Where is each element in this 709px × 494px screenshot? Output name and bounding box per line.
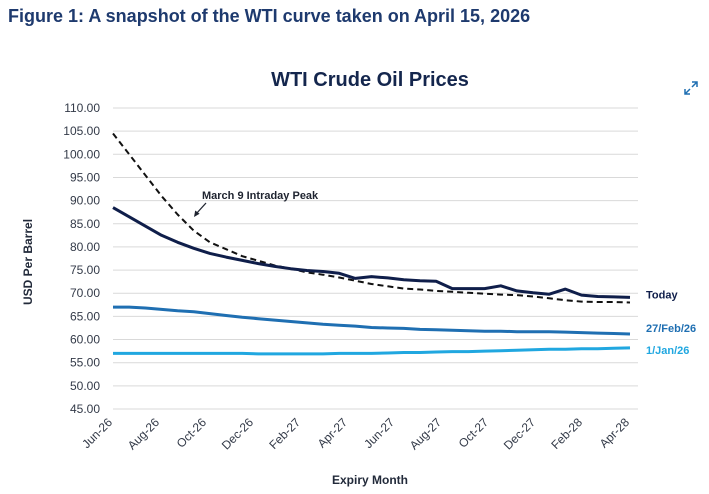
y-tick-label: 70.00 xyxy=(70,286,100,300)
peak-annotation: March 9 Intraday Peak xyxy=(194,190,319,217)
y-tick-label: 105.00 xyxy=(63,124,100,138)
y-tick-label: 95.00 xyxy=(70,170,100,184)
y-tick-label: 50.00 xyxy=(70,379,100,393)
y-tick-label: 110.00 xyxy=(64,101,100,115)
x-tick-label: Aug-27 xyxy=(407,415,444,452)
series-label: 1/Jan/26 xyxy=(646,345,689,357)
annotation-arrow-head xyxy=(194,210,200,217)
series-line-1 xyxy=(112,132,631,304)
x-axis-ticks: Jun-26 Aug-26 Oct-26 Dec-26 Feb-27 Apr-27 Jun-… xyxy=(79,415,632,452)
x-tick-label: Dec-27 xyxy=(501,415,538,452)
annotation-arrow-line xyxy=(195,202,207,215)
series-line-4 xyxy=(113,346,631,356)
series-line-2 xyxy=(112,206,631,299)
y-axis-label: USD Per Barrel xyxy=(21,219,35,305)
y-tick-label: 80.00 xyxy=(70,240,100,254)
series-label: 27/Feb/26 xyxy=(646,323,696,335)
x-tick-label: Dec-26 xyxy=(219,415,256,452)
x-tick-label: Feb-27 xyxy=(266,415,303,452)
y-tick-label: 90.00 xyxy=(70,194,100,208)
figure-title: Figure 1: A snapshot of the WTI curve ta… xyxy=(8,6,531,26)
x-tick-label: Oct-27 xyxy=(456,415,492,451)
series-label: Today xyxy=(646,289,678,301)
y-tick-label: 100.00 xyxy=(63,147,100,161)
series-labels: Today 27/Feb/26 1/Jan/26 xyxy=(646,289,696,356)
x-tick-label: Apr-28 xyxy=(597,415,633,451)
y-tick-label: 65.00 xyxy=(70,309,100,323)
y-tick-label: 60.00 xyxy=(70,333,100,347)
x-tick-label: Jun-26 xyxy=(79,415,115,451)
y-tick-label: 85.00 xyxy=(70,217,100,231)
grid-lines xyxy=(113,107,638,410)
x-tick-label: Apr-27 xyxy=(315,415,351,451)
series-lines xyxy=(112,132,631,356)
x-axis-label: Expiry Month xyxy=(332,473,408,487)
chart-title: WTI Crude Oil Prices xyxy=(271,69,469,91)
expand-arrows-icon[interactable] xyxy=(683,80,699,96)
y-tick-label: 75.00 xyxy=(70,263,100,277)
series-line-3 xyxy=(113,305,631,336)
x-tick-label: Aug-26 xyxy=(125,415,162,452)
annotation-text: March 9 Intraday Peak xyxy=(202,190,319,202)
y-tick-label: 55.00 xyxy=(70,356,100,370)
x-tick-label: Jun-27 xyxy=(361,415,397,451)
y-axis-ticks: 45.00 50.00 55.00 60.00 65.00 70.00 75.00 80.00… xyxy=(63,101,100,416)
x-tick-label: Feb-28 xyxy=(548,415,585,452)
x-tick-label: Oct-26 xyxy=(174,415,210,451)
y-tick-label: 45.00 xyxy=(70,402,100,416)
